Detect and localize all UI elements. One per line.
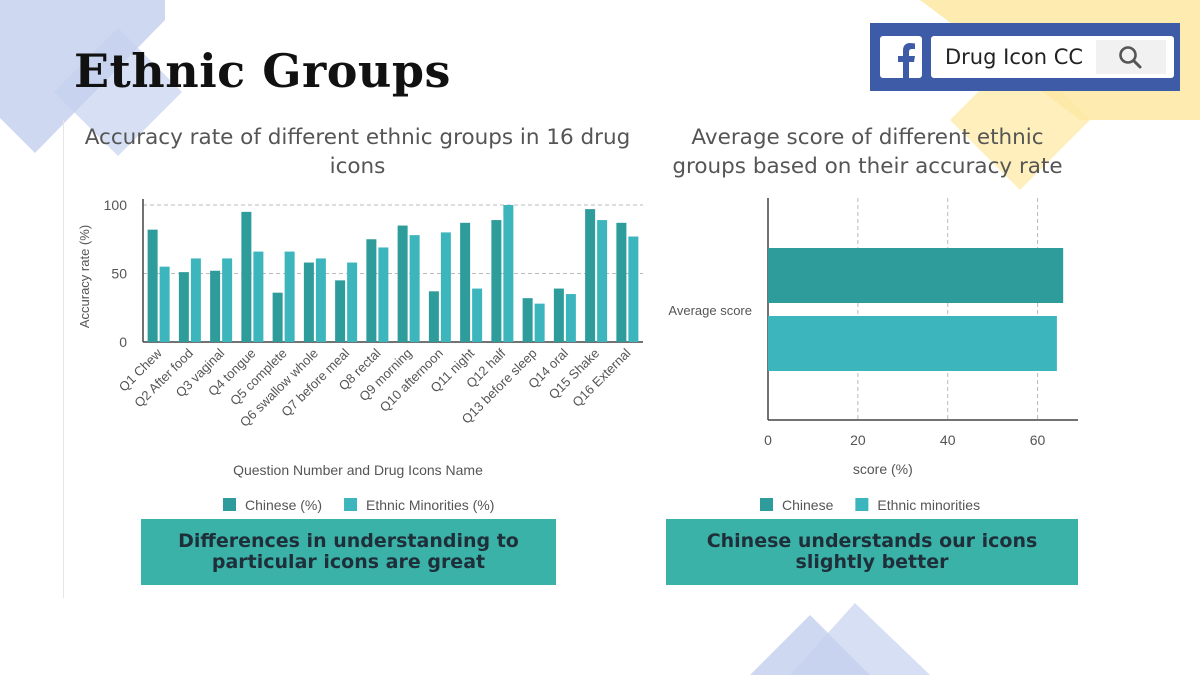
chart1-bar-chinese: [585, 209, 596, 342]
chart1-y-tick-label: 50: [111, 266, 127, 282]
chart1-bar-minorities: [222, 258, 233, 342]
chart1-bar-chinese: [178, 272, 189, 342]
facebook-search-banner: Drug Icon CC: [870, 23, 1180, 91]
chart1-title: Accuracy rate of different ethnic groups…: [84, 125, 631, 179]
chart1-bar-minorities: [472, 288, 483, 342]
chart2-x-tick-label: 20: [850, 432, 866, 448]
chart1-bar-minorities: [253, 251, 264, 342]
search-icon: [1119, 46, 1142, 69]
search-button[interactable]: [1096, 40, 1166, 74]
chart1-bar-chinese: [491, 220, 502, 342]
chart1-bar-chinese: [522, 298, 533, 342]
facebook-logo-icon[interactable]: [880, 36, 922, 78]
chart1-bar-chinese: [616, 222, 627, 342]
chart1-legend-label: Ethnic Minorities (%): [366, 497, 494, 513]
chart1-bar-chinese: [147, 229, 158, 342]
chart1-bar-minorities: [597, 220, 608, 342]
chart2-callout: Chinese understands our icons slightly b…: [666, 519, 1078, 585]
chart2-legend-swatch: [855, 498, 869, 511]
chart1-bar-chinese: [428, 291, 439, 342]
chart1-bar-chinese: [303, 262, 314, 342]
chart1-callout: Differences in understanding to particul…: [141, 519, 556, 585]
facebook-search-field[interactable]: Drug Icon CC: [931, 36, 1174, 78]
facebook-search-text: Drug Icon CC: [945, 45, 1084, 69]
chart1-legend-swatch: [344, 498, 358, 511]
chart2-legend-label: Chinese: [782, 497, 834, 513]
chart1-bar-minorities: [628, 236, 639, 342]
chart1-x-axis-label: Question Number and Drug Icons Name: [233, 462, 483, 478]
chart1-bar-minorities: [315, 258, 326, 342]
chart2-x-tick-label: 60: [1030, 432, 1046, 448]
chart1-bar-chinese: [553, 288, 564, 342]
chart2-title: Average score of different ethnic groups…: [672, 125, 1063, 179]
left-divider-line: [63, 120, 64, 598]
chart1-bar-chinese: [460, 222, 471, 342]
chart2-x-tick-label: 0: [764, 432, 772, 448]
chart1-legend-swatch: [223, 498, 236, 511]
chart1-bar-chinese: [210, 270, 221, 342]
chart2-x-axis-label: score (%): [853, 461, 913, 477]
chart2-y-tick-label: Average score: [668, 303, 752, 318]
chart1-bar-chinese: [272, 292, 283, 342]
chart1-bar-chinese: [366, 239, 377, 342]
chart1-y-tick-label: 0: [119, 334, 127, 350]
chart1-bar-chinese: [241, 211, 252, 342]
deco-diamond-top-left: [54, 28, 182, 156]
chart1-bar-minorities: [190, 258, 201, 342]
chart2-legend: Chinese Ethnic minorities: [760, 497, 980, 513]
chart2-legend-swatch: [760, 498, 773, 511]
chart1-bar-minorities: [440, 232, 451, 342]
chart1-y-tick-label: 100: [104, 197, 128, 213]
chart1-legend-label: Chinese (%): [245, 497, 322, 513]
chart1-bar-minorities: [565, 294, 576, 342]
chart1-bar-minorities: [284, 251, 295, 342]
slide-title: Ethnic Groups: [74, 44, 451, 98]
chart1-bar-minorities: [534, 303, 545, 342]
chart2-bar-chinese: [768, 248, 1064, 303]
deco-triangle-bottom-b: [790, 603, 930, 675]
chart2-bar-minorities: [768, 316, 1057, 371]
chart1-bar-chinese: [397, 225, 408, 342]
chart2-legend-label: Ethnic minorities: [877, 497, 980, 513]
chart2-average-score-chart: 0 20 40 60 Average score score (%) Chinese Ethn…: [668, 198, 1078, 513]
chart1-bar-chinese: [335, 280, 346, 342]
chart1-bar-minorities: [159, 266, 170, 342]
chart1-bar-minorities: [503, 205, 514, 342]
chart1-bar-minorities: [378, 247, 389, 342]
chart1-bar-minorities: [347, 262, 358, 342]
chart1-bar-minorities: [409, 235, 420, 342]
chart1-y-axis-label: Accuracy rate (%): [77, 225, 92, 328]
chart1-legend: Chinese (%) Ethnic Minorities (%): [223, 497, 494, 513]
chart2-x-tick-label: 40: [940, 432, 956, 448]
